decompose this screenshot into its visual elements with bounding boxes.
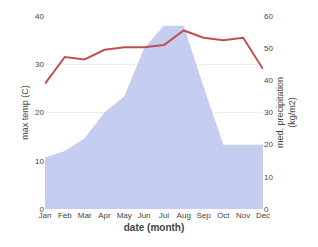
- svg-text:40: 40: [35, 12, 44, 21]
- svg-text:Nov: Nov: [236, 211, 250, 220]
- svg-text:May: May: [117, 211, 132, 220]
- svg-text:0: 0: [264, 205, 269, 214]
- svg-text:Aug: Aug: [177, 211, 191, 220]
- svg-text:40: 40: [264, 76, 273, 85]
- svg-text:0: 0: [40, 205, 45, 214]
- svg-text:20: 20: [35, 108, 44, 117]
- svg-text:Jun: Jun: [138, 211, 151, 220]
- svg-text:max temp (C): max temp (C): [20, 85, 30, 140]
- svg-text:Apr: Apr: [98, 211, 111, 220]
- svg-text:med. precipitation(kg/m2): med. precipitation(kg/m2): [275, 77, 297, 148]
- svg-text:50: 50: [264, 44, 273, 53]
- svg-text:20: 20: [264, 140, 273, 149]
- svg-text:Oct: Oct: [217, 211, 230, 220]
- svg-text:date (month): date (month): [124, 222, 185, 233]
- svg-text:10: 10: [264, 173, 273, 182]
- svg-text:Dec: Dec: [256, 211, 270, 220]
- svg-text:30: 30: [35, 60, 44, 69]
- svg-text:Sep: Sep: [196, 211, 211, 220]
- svg-text:10: 10: [35, 157, 44, 166]
- svg-text:Mar: Mar: [78, 211, 92, 220]
- svg-text:Jul: Jul: [159, 211, 169, 220]
- svg-text:30: 30: [264, 108, 273, 117]
- svg-text:Jan: Jan: [39, 211, 52, 220]
- svg-text:Feb: Feb: [58, 211, 72, 220]
- svg-text:60: 60: [264, 12, 273, 21]
